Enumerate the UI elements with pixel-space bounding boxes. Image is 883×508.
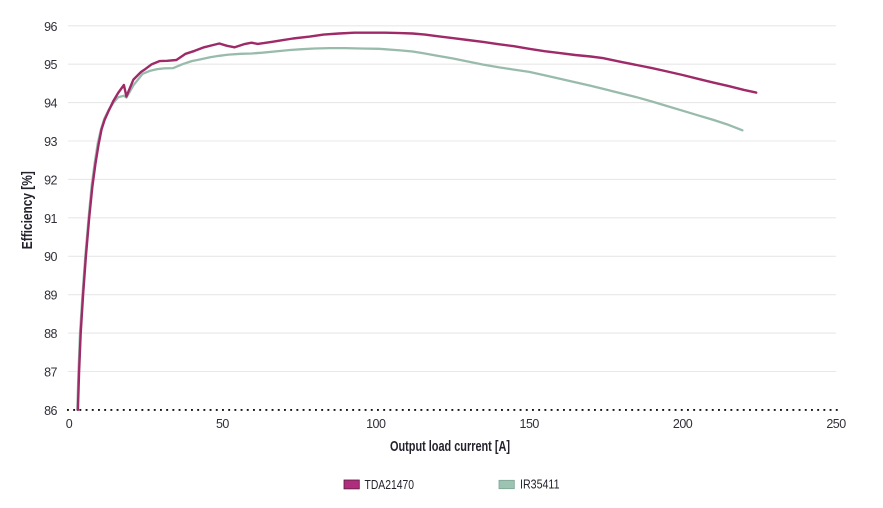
svg-text:100: 100 [366,417,386,431]
svg-text:96: 96 [44,20,57,34]
svg-text:94: 94 [44,97,57,111]
svg-text:0: 0 [66,417,73,431]
svg-text:Efficiency [%]: Efficiency [%] [20,171,36,249]
svg-text:93: 93 [44,135,57,149]
svg-text:Output load current [A]: Output load current [A] [390,439,510,455]
svg-text:95: 95 [44,58,57,72]
svg-text:87: 87 [44,365,57,379]
svg-text:250: 250 [826,417,846,431]
svg-text:IR35411: IR35411 [520,477,560,492]
svg-text:91: 91 [44,212,57,226]
svg-text:200: 200 [673,417,693,431]
svg-text:TDA21470: TDA21470 [365,477,415,492]
svg-text:89: 89 [44,289,57,303]
svg-text:88: 88 [44,327,57,341]
svg-text:50: 50 [216,417,229,431]
svg-text:150: 150 [520,417,540,431]
svg-text:90: 90 [44,250,57,264]
svg-text:92: 92 [44,173,57,187]
svg-text:86: 86 [44,404,57,418]
